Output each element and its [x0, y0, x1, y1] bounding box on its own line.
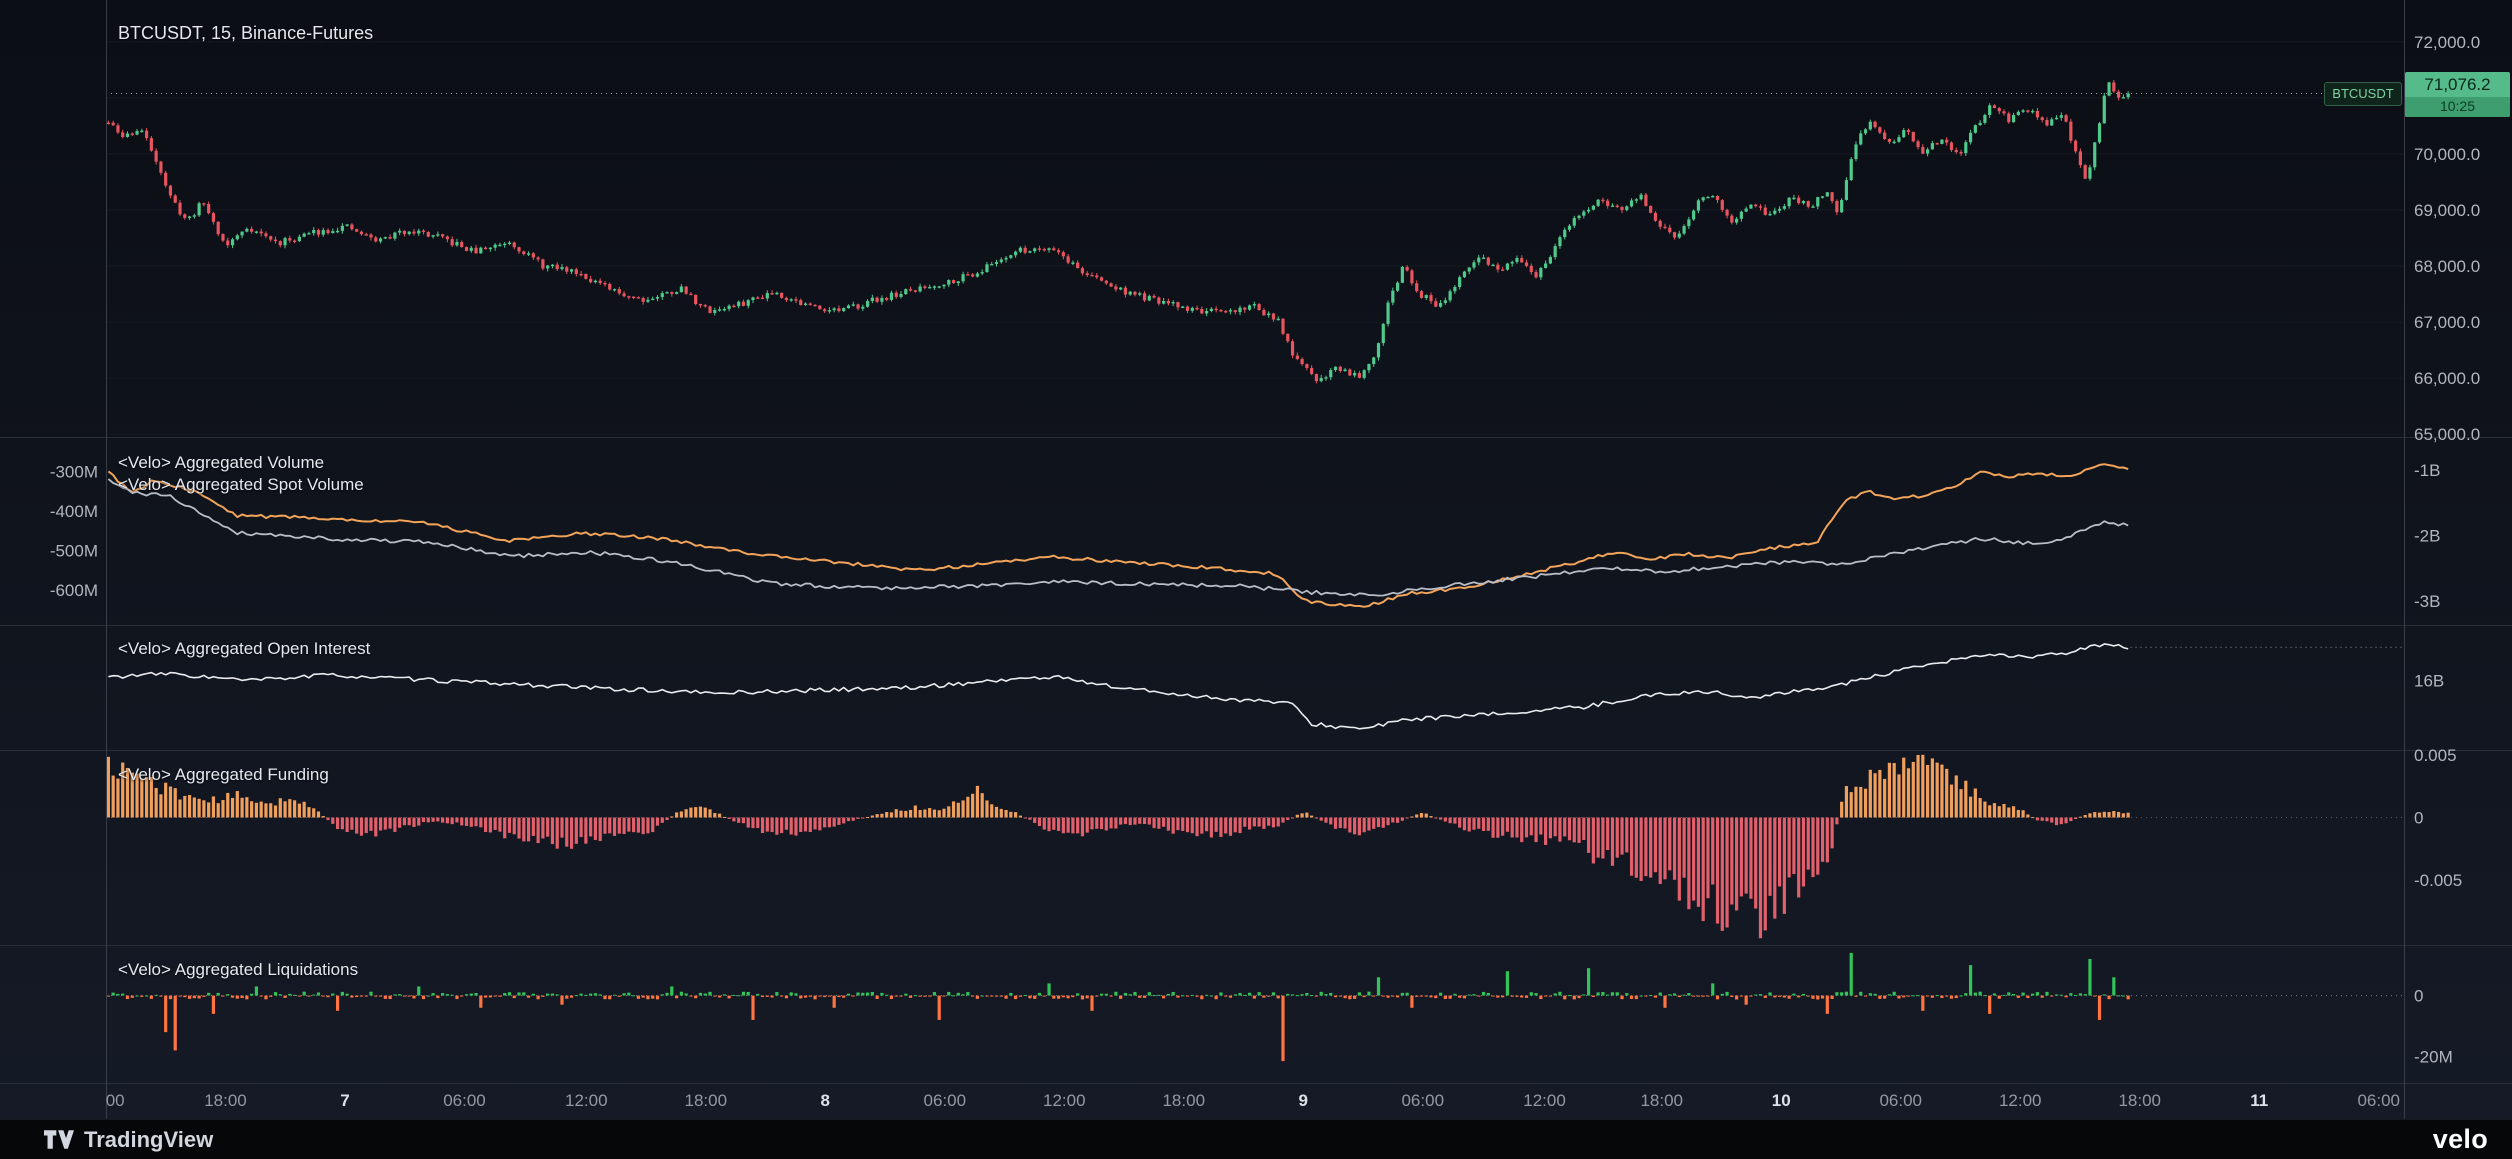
time-label: 12:00	[1042, 1091, 1086, 1110]
volume-axis-label[interactable]: -3B	[2414, 592, 2440, 611]
symbol-tag: BTCUSDT	[2324, 82, 2402, 106]
time-label: 06:00	[923, 1091, 967, 1110]
time-label: 12:00	[565, 1091, 608, 1110]
liquidations-histogram[interactable]	[106, 952, 2130, 1062]
open-interest-pane-legend[interactable]: <Velo> Aggregated Open Interest	[118, 639, 371, 658]
spot-volume-axis-label[interactable]: -300M	[50, 462, 98, 481]
open-interest-line[interactable]	[108, 643, 2129, 730]
candle-countdown: 10:25	[2405, 97, 2510, 117]
spot-volume-axis-label[interactable]: -500M	[50, 541, 98, 560]
velo-logo[interactable]: velo	[2432, 1124, 2488, 1154]
time-label: 06:00	[1401, 1091, 1445, 1110]
volume-axis-label[interactable]: -1B	[2414, 461, 2440, 480]
time-label-day: 8	[820, 1091, 830, 1110]
price-axis-label[interactable]: 72,000.0	[2414, 33, 2480, 52]
time-label-day: 9	[1298, 1091, 1308, 1110]
chart-canvas[interactable]: 72,000.071,000.070,000.069,000.068,000.0…	[0, 0, 2512, 1119]
last-price-value: 71,076.2	[2424, 75, 2491, 94]
time-label-day: 11	[2250, 1091, 2269, 1110]
price-axis-label[interactable]: 67,000.0	[2414, 313, 2480, 332]
price-axis-label[interactable]: 68,000.0	[2414, 257, 2480, 276]
time-label: 18:00	[2118, 1091, 2161, 1110]
spot-volume-legend-row[interactable]: <Velo> Aggregated Spot Volume	[118, 475, 364, 494]
last-price-badge: 71,076.2 10:25	[2405, 72, 2510, 117]
volume-pane-legend[interactable]: <Velo> Aggregated Volume <Velo> Aggregat…	[118, 452, 364, 496]
time-label: 06:00	[1879, 1091, 1923, 1110]
time-label: 12:00	[1523, 1091, 1566, 1110]
funding-pane-legend[interactable]: <Velo> Aggregated Funding	[118, 765, 329, 784]
volume-axis-label[interactable]: -2B	[2414, 526, 2440, 545]
price-pane-legend[interactable]: BTCUSDT, 15, Binance-Futures	[118, 23, 374, 43]
funding-axis-label[interactable]: 0	[2414, 809, 2423, 828]
time-label: 18:00	[684, 1091, 728, 1110]
price-axis-label[interactable]: 66,000.0	[2414, 369, 2480, 388]
oi-axis-label[interactable]: 16B	[2414, 672, 2444, 691]
time-label: 18:00	[1162, 1091, 1206, 1110]
tradingview-wordmark: TradingView	[84, 1126, 214, 1152]
tradingview-logo-icon	[44, 1130, 74, 1149]
chart-background	[0, 0, 2512, 1119]
time-label: 18:00	[204, 1091, 247, 1110]
time-label-day: 7	[340, 1091, 350, 1110]
aggregated-volume-line[interactable]	[107, 463, 2129, 608]
aggregated-spot-volume-line[interactable]	[107, 478, 2129, 597]
liquidations-pane-legend[interactable]: <Velo> Aggregated Liquidations	[118, 960, 359, 979]
funding-histogram[interactable]	[106, 754, 2130, 939]
time-axis[interactable]: 00 18:00 7 06:00 12:00 18:00 8 06:00 12:00 18:00 9…	[0, 1083, 2512, 1119]
liquidations-axis-label[interactable]: 0	[2414, 987, 2423, 1006]
time-label: 06:00	[443, 1091, 486, 1110]
price-axis-label[interactable]: 69,000.0	[2414, 201, 2480, 220]
price-axis-label[interactable]: 65,000.0	[2414, 425, 2480, 444]
tradingview-logo[interactable]: TradingView	[44, 1127, 213, 1153]
time-label-day: 10	[1771, 1091, 1791, 1110]
time-label: 06:00	[2357, 1091, 2400, 1110]
time-label: 00	[105, 1091, 125, 1110]
spot-volume-axis-label[interactable]: -600M	[50, 581, 98, 600]
candlestick-series[interactable]	[106, 79, 2130, 384]
footer: TradingView velo	[0, 1119, 2512, 1159]
volume-legend-row[interactable]: <Velo> Aggregated Volume	[118, 453, 325, 472]
funding-axis-label[interactable]: -0.005	[2414, 871, 2462, 890]
liquidations-axis-label[interactable]: -20M	[2414, 1047, 2453, 1066]
spot-volume-axis-label[interactable]: -400M	[50, 502, 98, 521]
price-axis-label[interactable]: 70,000.0	[2414, 145, 2480, 164]
time-label: 12:00	[1998, 1091, 2042, 1110]
time-label: 18:00	[1640, 1091, 1684, 1110]
funding-axis-label[interactable]: 0.005	[2414, 746, 2457, 765]
